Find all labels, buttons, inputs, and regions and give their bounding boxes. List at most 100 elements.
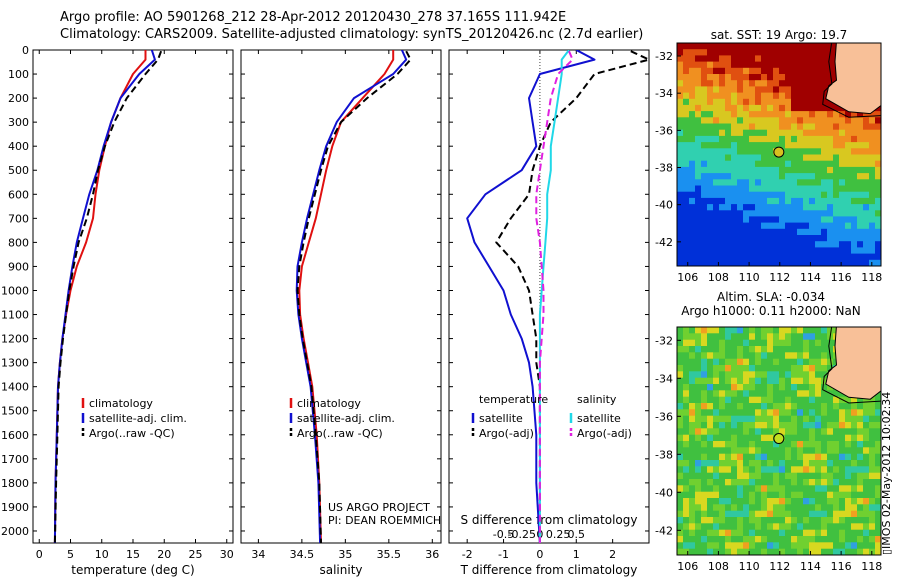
map-cell xyxy=(677,148,684,156)
map-cell xyxy=(713,485,720,493)
map-cell xyxy=(779,441,786,448)
map-cell xyxy=(857,241,864,248)
map-cell xyxy=(743,228,750,236)
map-cell xyxy=(815,166,822,174)
x-tick-label: -1 xyxy=(498,548,509,561)
map-cell xyxy=(761,74,768,81)
map-cell xyxy=(863,409,870,417)
map-cell xyxy=(791,498,798,505)
map-cell xyxy=(791,253,798,261)
map-cell xyxy=(737,241,744,248)
map-cell xyxy=(797,472,804,480)
map-cell xyxy=(725,472,732,480)
map-cell xyxy=(815,253,822,261)
map-cell xyxy=(719,491,726,499)
map-cell xyxy=(701,166,708,174)
map-cell xyxy=(725,396,732,404)
map-cell xyxy=(785,185,792,193)
map-cell xyxy=(785,197,792,205)
plot-frame xyxy=(32,49,234,544)
map-cell xyxy=(815,536,822,543)
map-cell xyxy=(845,460,852,467)
map-cell xyxy=(827,504,834,512)
map-cell xyxy=(791,333,798,341)
map-cell xyxy=(713,453,720,461)
map-cell xyxy=(749,197,756,205)
map-cell xyxy=(767,517,774,524)
map-cell xyxy=(827,409,834,417)
map-cell xyxy=(815,434,822,442)
map-cell xyxy=(827,191,834,199)
map-cell xyxy=(761,403,768,410)
map-cell xyxy=(809,74,816,81)
map-cell xyxy=(845,197,852,205)
map-cell xyxy=(731,428,738,436)
map-cell xyxy=(797,247,804,255)
map-cell xyxy=(719,384,726,391)
map-cell xyxy=(803,491,810,499)
map-cell xyxy=(725,409,732,417)
map-cell xyxy=(755,327,762,334)
map-cell xyxy=(773,396,780,404)
map-cell xyxy=(803,548,810,555)
map-cell xyxy=(689,117,696,125)
map-cell xyxy=(689,67,696,75)
map-cell xyxy=(869,191,876,199)
map-cell xyxy=(791,434,798,442)
map-cell xyxy=(713,92,720,100)
map-cell xyxy=(845,485,852,493)
map-cell xyxy=(791,49,798,56)
map-cell xyxy=(821,86,828,94)
map-cell xyxy=(863,479,870,486)
map-cell xyxy=(821,529,828,537)
map-cell xyxy=(857,479,864,486)
map-cell xyxy=(719,415,726,423)
map-cell xyxy=(773,111,780,118)
map-cell xyxy=(701,154,708,162)
map-cell xyxy=(809,92,816,100)
map-cell xyxy=(773,160,780,168)
map-cell xyxy=(761,548,768,555)
map-cell xyxy=(677,371,684,379)
map-cell xyxy=(677,460,684,467)
map-cell xyxy=(695,204,702,211)
map-cell xyxy=(869,529,876,537)
map-cell xyxy=(743,327,750,334)
map-cell xyxy=(803,396,810,404)
map-cell xyxy=(737,86,744,94)
profile-panel-1: 34 34.5 35 35.5 36salinityclimatologysatelli… xyxy=(240,49,442,577)
map-cell xyxy=(755,49,762,56)
map-cell xyxy=(803,216,810,224)
map-cell xyxy=(713,377,720,385)
map-cell xyxy=(701,491,708,499)
map-cell xyxy=(797,154,804,162)
depth-contour xyxy=(822,43,881,118)
map-cell xyxy=(761,504,768,512)
map-cell xyxy=(779,185,786,193)
map-cell xyxy=(821,390,828,398)
map-cell xyxy=(725,98,732,106)
map-cell xyxy=(713,491,720,499)
map-cell xyxy=(749,228,756,236)
map-cell xyxy=(821,491,828,499)
map-cell xyxy=(821,98,828,106)
map-cell xyxy=(767,339,774,347)
lon-tick-label: 108 xyxy=(708,560,729,573)
map-cell xyxy=(791,191,798,199)
map-cell xyxy=(785,216,792,224)
map-cell xyxy=(731,542,738,550)
map-cell xyxy=(857,460,864,467)
map-cell xyxy=(833,241,840,248)
map-cell xyxy=(749,517,756,524)
map-cell xyxy=(815,129,822,137)
map-cell xyxy=(845,517,852,524)
map-cell xyxy=(851,453,858,461)
map-cell xyxy=(743,384,750,391)
map-cell xyxy=(677,210,684,218)
map-cell xyxy=(791,453,798,461)
map-cell xyxy=(773,403,780,410)
map-cell xyxy=(857,510,864,518)
map-cell xyxy=(707,352,714,360)
map-cell xyxy=(761,197,768,205)
depth-tick-label: 400 xyxy=(8,140,29,153)
